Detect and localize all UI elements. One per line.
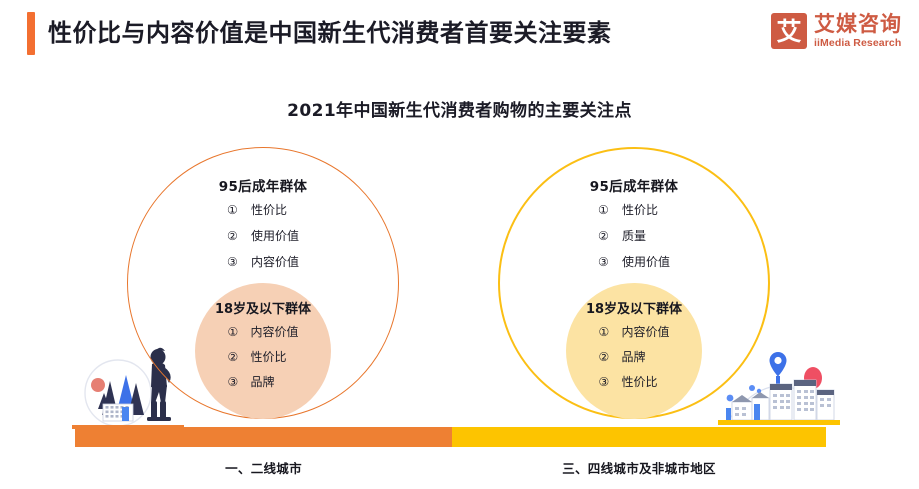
list-item: ① 性价比 <box>227 204 299 216</box>
list-item-number: ③ <box>598 375 610 389</box>
outer-group-right-label: 95后成年群体 <box>589 179 679 195</box>
inner-circle-right <box>566 283 702 419</box>
list-item-label: 性价比 <box>250 350 287 364</box>
segment-label-right: 三、四线城市及非城市地区 <box>562 461 716 476</box>
list-item-number: ② <box>597 229 609 243</box>
list-item: ① 内容价值 <box>227 326 298 338</box>
list-item-label: 品牌 <box>621 350 646 364</box>
inner-group-right-list: ① 内容价值 ② 品牌 ③ 性价比 <box>598 326 669 401</box>
outer-group-left-label: 95后成年群体 <box>218 179 308 195</box>
list-item-number: ② <box>226 229 238 243</box>
list-item-number: ① <box>226 203 238 217</box>
logo-name-en: iiMedia Research <box>814 36 902 49</box>
title-accent-bar <box>27 12 35 55</box>
list-item: ③ 品牌 <box>227 376 298 388</box>
list-item-label: 使用价值 <box>621 255 670 269</box>
list-item-number: ① <box>598 325 610 339</box>
list-item-label: 性价比 <box>250 203 287 217</box>
list-item: ③ 内容价值 <box>227 256 299 268</box>
list-item-label: 内容价值 <box>250 255 299 269</box>
logo-name-cn: 艾媒咨询 <box>814 11 902 36</box>
list-item: ① 性价比 <box>598 204 670 216</box>
inner-group-right-label: 18岁及以下群体 <box>585 302 683 317</box>
list-item-number: ③ <box>226 255 238 269</box>
inner-group-left: 18岁及以下群体 ① 内容价值 ② 性价比 ③ 品牌 <box>195 298 331 401</box>
outer-group-right: 95后成年群体 ① 性价比 ② 质量 ③ 使用价值 <box>498 175 770 282</box>
page-title: 性价比与内容价值是中国新生代消费者首要关注要素 <box>48 19 612 47</box>
list-item: ③ 性价比 <box>598 376 669 388</box>
list-item-label: 内容价值 <box>621 325 670 339</box>
list-item-label: 性价比 <box>621 375 658 389</box>
chart-title: 2021年中国新生代消费者购物的主要关注点 <box>287 101 632 121</box>
list-item: ② 品牌 <box>598 351 669 363</box>
list-item-number: ① <box>227 325 239 339</box>
list-item: ① 内容价值 <box>598 326 669 338</box>
list-item-label: 品牌 <box>250 375 275 389</box>
list-item-number: ② <box>598 350 610 364</box>
brand-logo: 艾 艾媒咨询 iiMedia Research <box>771 11 902 51</box>
segment-bar-left <box>75 427 452 447</box>
inner-group-left-label: 18岁及以下群体 <box>214 302 312 317</box>
inner-group-right: 18岁及以下群体 ① 内容价值 ② 品牌 ③ 性价比 <box>566 298 702 401</box>
list-item-label: 性价比 <box>621 203 658 217</box>
list-item-label: 内容价值 <box>250 325 299 339</box>
list-item: ② 质量 <box>598 230 670 242</box>
list-item: ③ 使用价值 <box>598 256 670 268</box>
inner-group-left-list: ① 内容价值 ② 性价比 ③ 品牌 <box>227 326 298 401</box>
list-item-label: 质量 <box>621 229 646 243</box>
inner-circle-left <box>195 283 331 419</box>
list-item: ② 性价比 <box>227 351 298 363</box>
outer-group-right-list: ① 性价比 ② 质量 ③ 使用价值 <box>598 204 670 282</box>
list-item: ② 使用价值 <box>227 230 299 242</box>
list-item-number: ② <box>227 350 239 364</box>
logo-mark-icon: 艾 <box>771 13 807 49</box>
slide-header: 性价比与内容价值是中国新生代消费者首要关注要素 艾 艾媒咨询 iiMedia R… <box>0 0 919 70</box>
segment-label-left: 一、二线城市 <box>225 461 302 476</box>
list-item-label: 使用价值 <box>250 229 299 243</box>
outer-group-left: 95后成年群体 ① 性价比 ② 使用价值 ③ 内容价值 <box>127 175 399 282</box>
list-item-number: ① <box>597 203 609 217</box>
list-item-number: ③ <box>227 375 239 389</box>
list-item-number: ③ <box>597 255 609 269</box>
outer-group-left-list: ① 性价比 ② 使用价值 ③ 内容价值 <box>227 204 299 282</box>
city-skyline-pin-illustration <box>718 340 840 430</box>
segment-bar-right <box>452 427 826 447</box>
logo-wordmark: 艾媒咨询 iiMedia Research <box>814 11 902 49</box>
